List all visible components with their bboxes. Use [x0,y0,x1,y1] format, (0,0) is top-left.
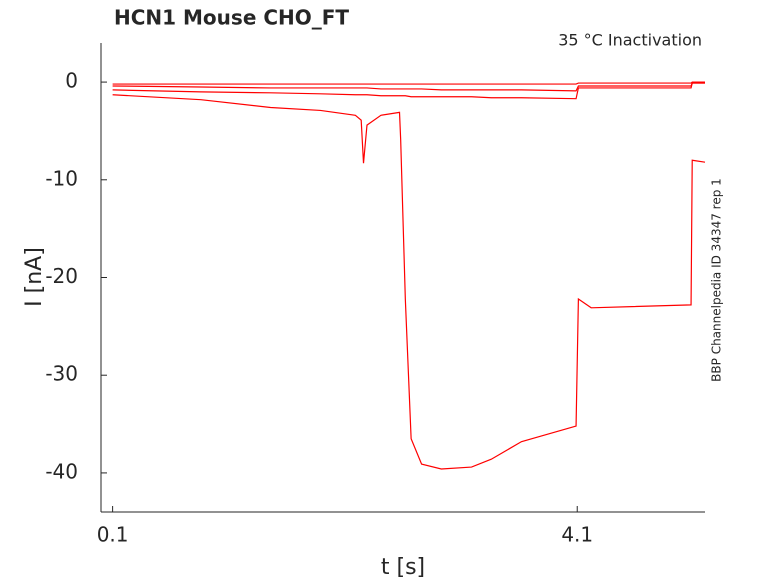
x-axis-label: t [s] [381,555,425,580]
side-label: BBP Channelpedia ID 34347 rep 1 [710,178,724,382]
y-tick-label: -20 [45,264,78,288]
y-tick-label: -10 [45,166,78,190]
trace [112,82,705,92]
y-axis-label: I [nA] [22,247,47,307]
y-tick-label: 0 [65,69,78,93]
trace [112,81,705,85]
x-tick-label: 0.1 [97,523,129,547]
y-tick-label: -30 [45,362,78,386]
trace [112,82,705,100]
y-tick-label: -40 [45,459,78,483]
chart-title: HCN1 Mouse CHO_FT [114,6,349,30]
x-tick-label: 4.1 [561,523,593,547]
trace [112,94,706,470]
annotation: 35 °C Inactivation [558,31,702,50]
